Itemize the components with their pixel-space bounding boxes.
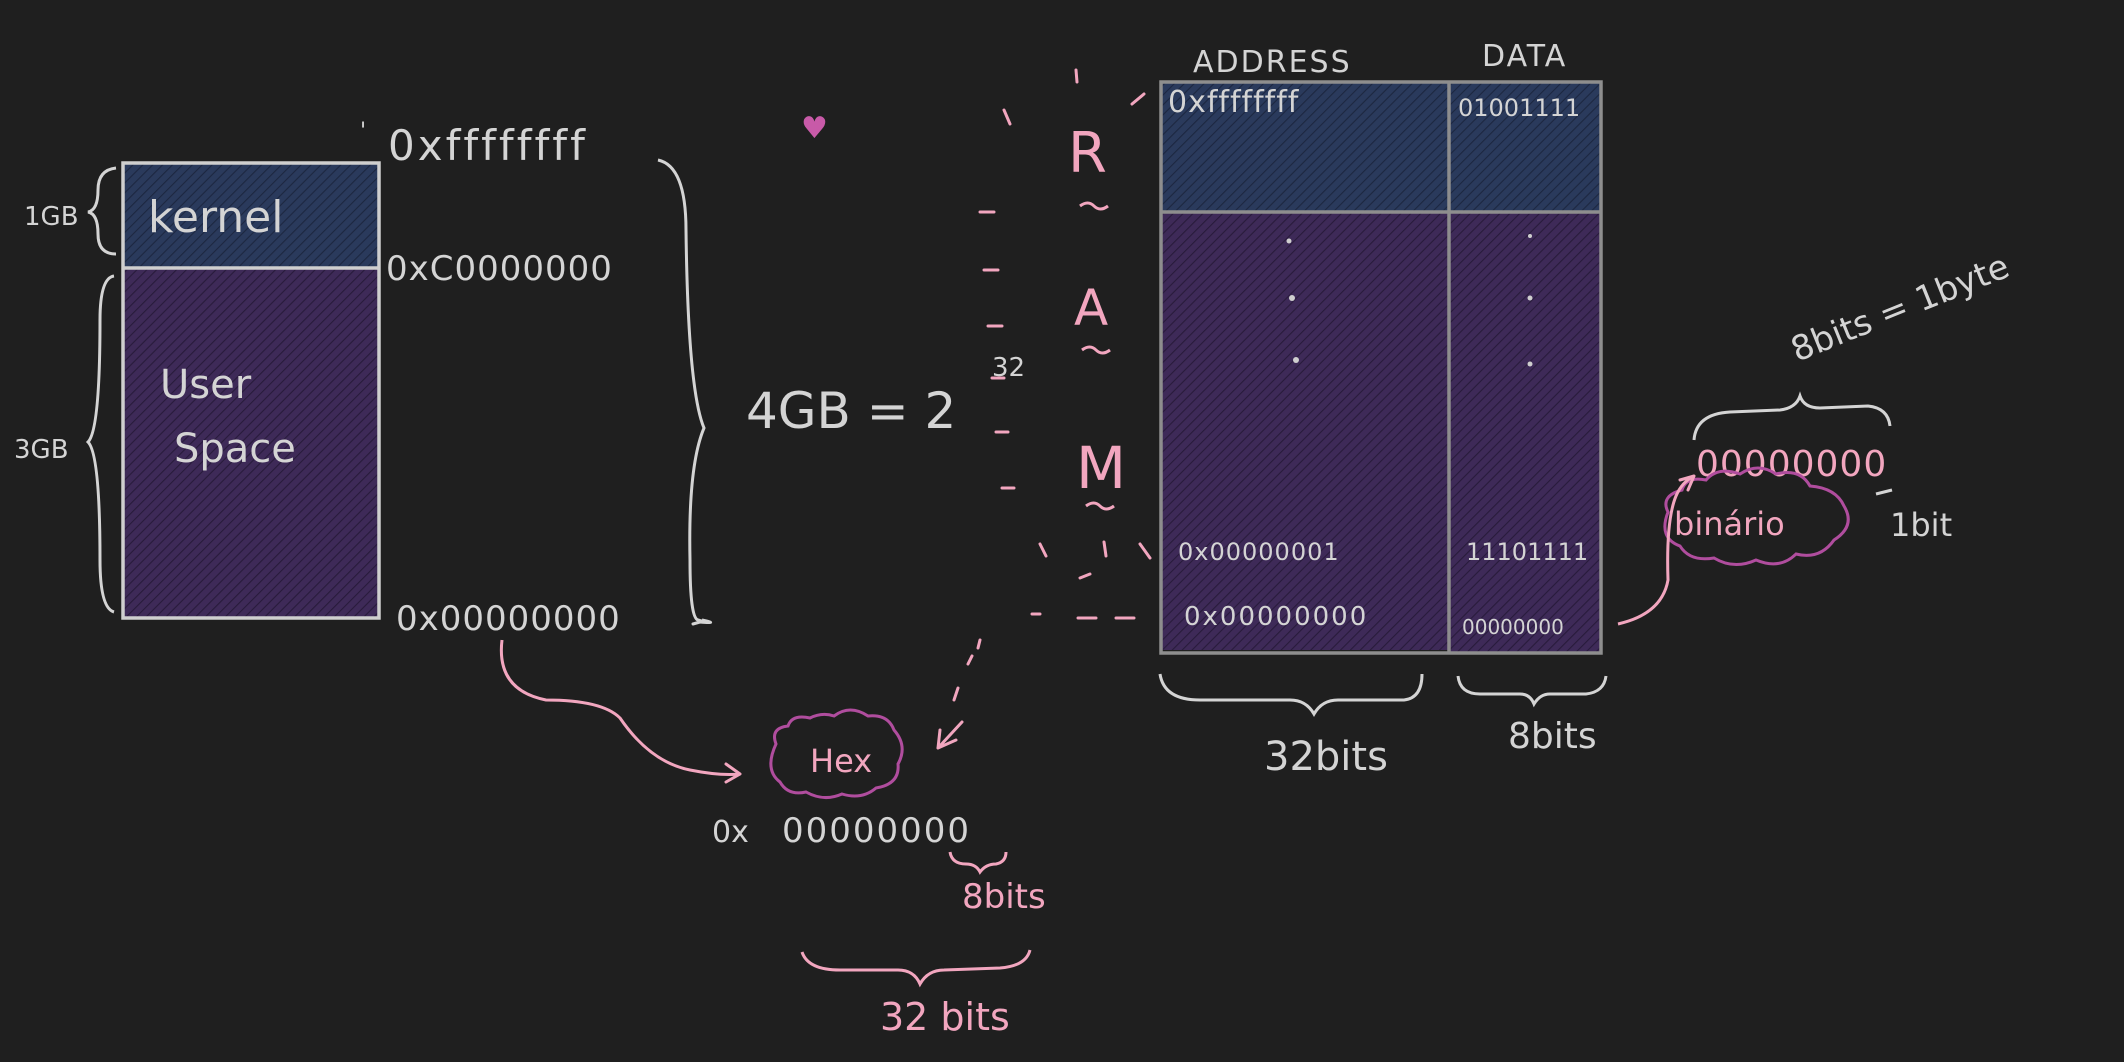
ram-top-data: 01001111 [1458, 94, 1580, 122]
hex-digits: 00000000 [782, 811, 971, 851]
address-top: 0xffffffff [388, 121, 588, 170]
byte-bits: 00000000 [1696, 444, 1887, 485]
address-split: 0xC0000000 [386, 249, 613, 289]
user-space-region [123, 268, 379, 618]
ram-letter-m: M [1076, 434, 1126, 502]
ram-body-address-cell [1161, 212, 1449, 650]
ram-funnel-arrowhead [936, 720, 964, 750]
user-label-line1: User [160, 362, 252, 408]
address-bottom: 0x00000000 [396, 599, 621, 639]
binario-label: binário [1674, 505, 1785, 543]
ram-top-address: 0xffffffff [1168, 85, 1300, 120]
total-range-brace [657, 158, 708, 624]
ram-body-data-cell [1449, 212, 1601, 653]
ram-row-one-data: 11101111 [1466, 538, 1588, 566]
ram-row-zero-data: 00000000 [1462, 615, 1564, 639]
data-column-header: DATA [1482, 39, 1567, 74]
kernel-size-label: 1GB [24, 202, 79, 232]
hex-prefix: 0x [712, 815, 749, 850]
ram-label-group: R A M [936, 68, 1152, 750]
kernel-size-brace [87, 166, 117, 256]
ram-letter-a: A [1074, 279, 1108, 337]
ram-tilde-a [1081, 345, 1111, 355]
hex-byte-bits: 8bits [962, 877, 1046, 917]
address-to-hex-arrowhead [724, 762, 742, 784]
ram-ellipsis-data [1527, 234, 1533, 367]
address-to-hex-arrow [499, 639, 741, 776]
equation-group: 4GB = 2 32 [746, 353, 1025, 440]
one-bit-label: 1bit [1890, 506, 1952, 544]
user-size-label: 3GB [14, 435, 69, 465]
ram-table: ADDRESS DATA 0xffffffff 01001111 0x00000… [1158, 39, 1608, 780]
ram-top-data-cell [1449, 82, 1601, 212]
hex-label: Hex [810, 742, 872, 780]
capacity-equation: 4GB = 2 [746, 382, 956, 440]
address-column-header: ADDRESS [1193, 45, 1352, 80]
kernel-label: kernel [148, 192, 283, 243]
data-width-label: 8bits [1508, 716, 1597, 757]
hex-total-bits: 32 bits [880, 995, 1010, 1039]
byte-brace [1692, 391, 1892, 441]
data-to-binary-arrowhead [1678, 474, 1696, 492]
kernel-region [123, 163, 379, 268]
ram-dash-marks [952, 68, 1152, 702]
memory-outline [121, 161, 381, 620]
address-width-label: 32bits [1264, 734, 1388, 780]
ram-row-one-address: 0x00000001 [1178, 538, 1340, 566]
ram-tilde-r [1079, 201, 1109, 211]
address-width-brace [1158, 673, 1424, 718]
ram-letter-r: R [1068, 121, 1107, 186]
hex-byte-brace [948, 851, 1008, 875]
heart-icon: ♥ [801, 111, 828, 146]
ram-ellipsis-address [1286, 238, 1299, 363]
one-bit-tick [1875, 488, 1893, 496]
hex-total-brace [800, 949, 1032, 988]
ram-top-address-cell [1161, 82, 1449, 212]
user-label-line2: Space [174, 426, 296, 472]
total-range-brace-end [691, 618, 712, 626]
memory-layout: kernel User Space 1GB 3GB ' 0xffffffff 0… [14, 119, 712, 639]
ram-outline [1159, 80, 1603, 655]
data-width-brace [1456, 675, 1608, 708]
binario-cloud [1663, 466, 1850, 566]
ram-row-zero-address: 0x00000000 [1184, 602, 1368, 632]
tick-mark: ' [360, 119, 366, 144]
ram-tilde-m [1085, 501, 1115, 511]
byte-equation: 8bits = 1byte [1785, 247, 2015, 371]
hex-cloud [769, 708, 904, 799]
byte-note: 8bits = 1byte 00000000 1bit binário [1617, 247, 2015, 626]
data-to-binary-arrow [1617, 474, 1695, 626]
hex-note: Hex 0x 00000000 8bits 32 bits [499, 639, 1046, 1039]
user-size-brace [85, 274, 115, 614]
